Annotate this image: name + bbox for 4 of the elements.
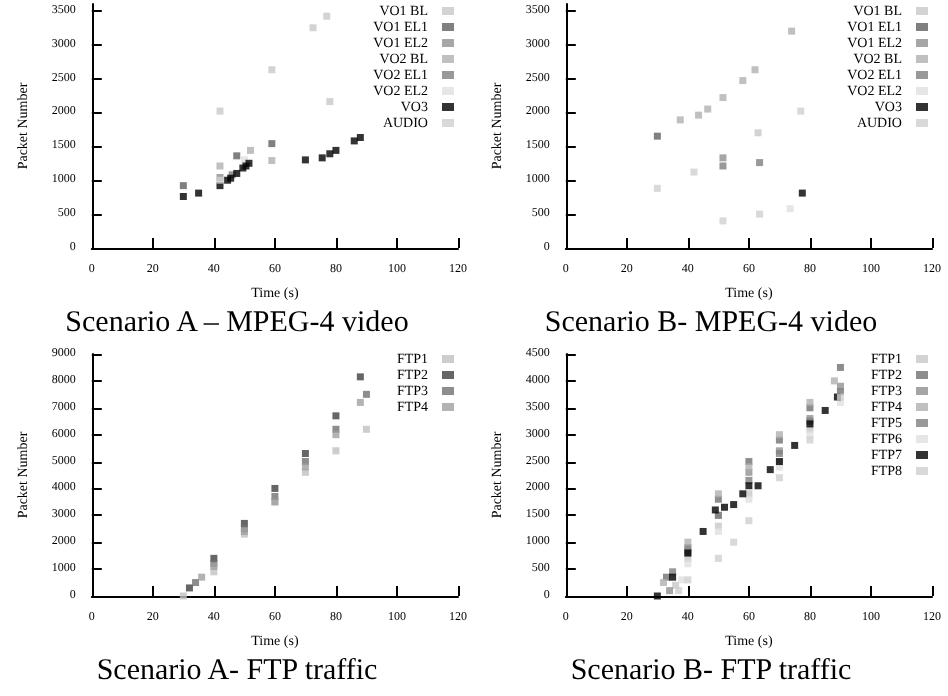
text: Scenario A – MPEG-4 video [65, 307, 409, 339]
text: Scenario B- FTP traffic [570, 655, 853, 687]
text: Scenario A- FTP traffic [96, 655, 379, 687]
text: Scenario B- MPEG-4 video [544, 307, 878, 339]
